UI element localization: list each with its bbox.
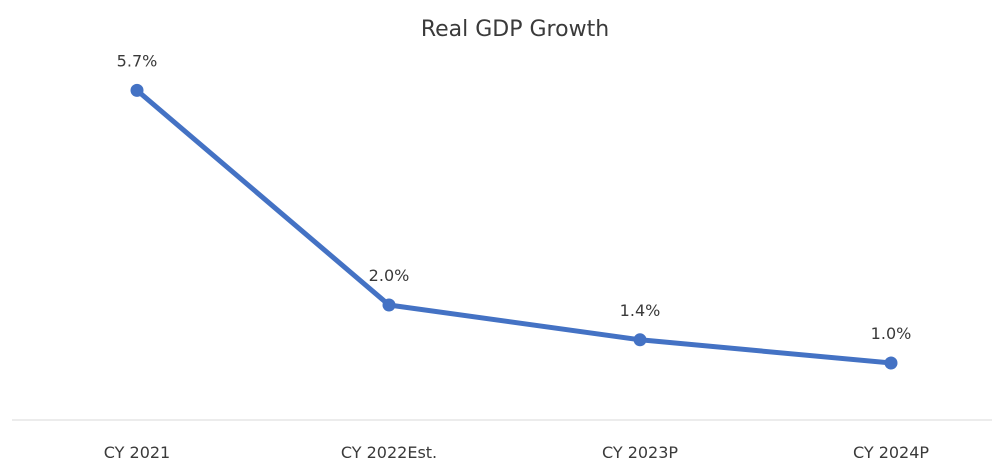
series-layer [130, 83, 898, 370]
x-tick-label: CY 2022Est. [341, 443, 437, 461]
data-label: 1.0% [871, 324, 912, 343]
data-point [382, 298, 396, 312]
chart-title: Real GDP Growth [421, 17, 609, 42]
x-tick-label: CY 2024P [853, 443, 929, 461]
data-label: 5.7% [117, 51, 158, 70]
data-label: 2.0% [369, 266, 410, 285]
data-point [633, 333, 647, 347]
x-tick-label: CY 2023P [602, 443, 678, 461]
data-point [884, 356, 898, 370]
x-tick-label: CY 2021 [104, 443, 170, 461]
data-label-layer: 5.7% 2.0% 1.4% 1.0% [117, 51, 912, 343]
data-label: 1.4% [620, 301, 661, 320]
x-tick-layer: CY 2021 CY 2022Est. CY 2023P CY 2024P [104, 443, 930, 461]
data-point [130, 83, 144, 97]
series-line [134, 87, 894, 366]
